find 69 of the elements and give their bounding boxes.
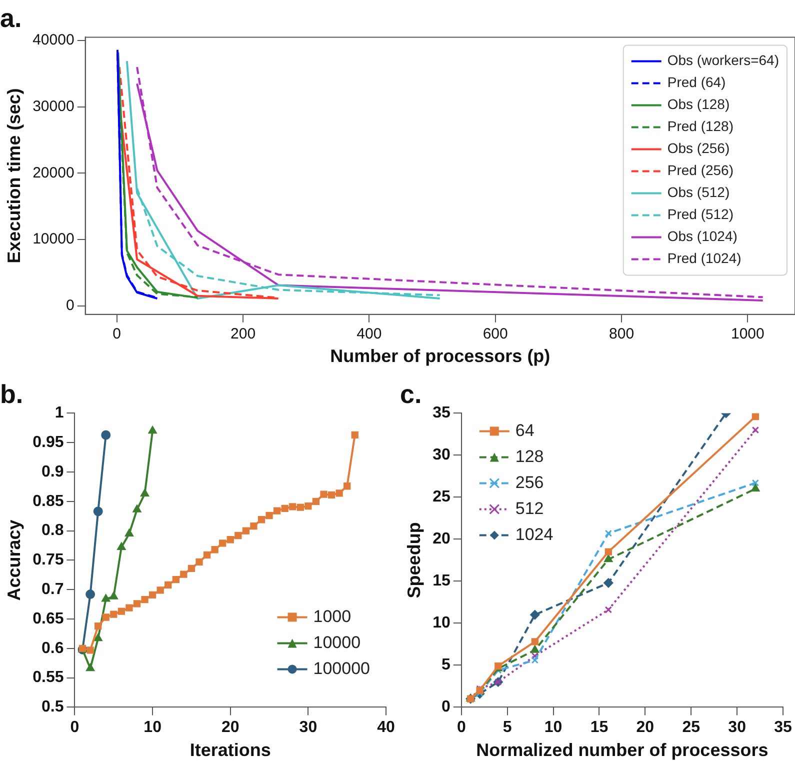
y-tick-label: 30 bbox=[432, 446, 450, 464]
chart-title: b. bbox=[0, 378, 24, 409]
y-tick-label: 0.95 bbox=[32, 434, 64, 452]
legend-label: Obs (128) bbox=[667, 96, 730, 112]
x-tick-label: 35 bbox=[774, 719, 792, 736]
legend-label: 100000 bbox=[313, 658, 370, 678]
x-tick-label: 5 bbox=[502, 719, 512, 736]
y-tick-label: 0.9 bbox=[41, 463, 64, 480]
legend-label: Pred (64) bbox=[667, 74, 726, 90]
x-tick-label: 20 bbox=[636, 719, 654, 736]
x-tick-label: 30 bbox=[728, 719, 746, 736]
legend-label: Obs (256) bbox=[667, 140, 730, 156]
y-tick-label: 30000 bbox=[32, 98, 74, 115]
y-tick-label: 40000 bbox=[32, 32, 74, 49]
legend-label: Obs (1024) bbox=[667, 228, 738, 244]
y-tick-label: 0.5 bbox=[41, 698, 64, 716]
legend-label: Pred (1024) bbox=[667, 250, 742, 266]
y-tick-label: 0 bbox=[441, 698, 450, 716]
x-tick-label: 25 bbox=[682, 719, 700, 736]
legend-label: Obs (workers=64) bbox=[667, 52, 780, 68]
x-tick-label: 0 bbox=[456, 719, 466, 736]
legend-label: Pred (256) bbox=[667, 162, 734, 178]
y-tick-label: 0.7 bbox=[41, 581, 64, 598]
legend-label: Pred (512) bbox=[667, 206, 734, 222]
x-axis-title: Iterations bbox=[190, 740, 271, 760]
y-tick-label: 0 bbox=[66, 296, 74, 314]
y-tick-label: 35 bbox=[432, 404, 450, 422]
y-tick-label: 20 bbox=[432, 530, 450, 548]
x-tick-label: 10 bbox=[144, 719, 162, 736]
y-tick-label: 15 bbox=[432, 572, 450, 590]
legend-label: 1000 bbox=[313, 606, 352, 626]
legend-label: 1024 bbox=[515, 524, 554, 544]
y-tick-label: 5 bbox=[441, 656, 450, 674]
chart-title: a. bbox=[0, 2, 22, 33]
y-tick-label: 20000 bbox=[32, 164, 74, 182]
y-tick-label: 0.6 bbox=[41, 640, 64, 657]
legend-label: 128 bbox=[515, 446, 544, 466]
x-tick-label: 600 bbox=[482, 326, 508, 343]
y-tick-label: 0.55 bbox=[32, 669, 64, 686]
x-tick-label: 0 bbox=[112, 326, 122, 343]
legend-label: 512 bbox=[515, 498, 544, 518]
x-axis-title: Normalized number of processors bbox=[476, 740, 768, 760]
y-tick-label: 10 bbox=[432, 614, 450, 632]
x-tick-label: 15 bbox=[590, 719, 608, 736]
y-tick-label: 25 bbox=[432, 488, 450, 506]
legend-label: 64 bbox=[515, 420, 534, 440]
y-axis-title: Accuracy bbox=[4, 520, 24, 601]
x-tick-label: 200 bbox=[230, 326, 256, 343]
y-tick-label: 0.75 bbox=[32, 552, 64, 569]
x-tick-label: 400 bbox=[356, 326, 382, 343]
x-tick-label: 1000 bbox=[731, 326, 764, 343]
legend-label: 10000 bbox=[313, 632, 361, 652]
legend-label: Obs (512) bbox=[667, 184, 730, 200]
y-axis-title: Execution time (sec) bbox=[4, 88, 24, 264]
x-tick-label: 20 bbox=[221, 719, 240, 736]
y-axis-title: Speedup bbox=[404, 522, 424, 598]
x-tick-label: 30 bbox=[299, 719, 318, 736]
chart-title: c. bbox=[400, 378, 422, 409]
y-tick-label: 0.65 bbox=[32, 610, 64, 628]
y-tick-label: 10000 bbox=[32, 230, 74, 248]
y-tick-label: 0.8 bbox=[41, 522, 64, 540]
y-tick-label: 0.85 bbox=[32, 492, 64, 510]
legend-label: 256 bbox=[515, 472, 544, 492]
x-axis-title: Number of processors (p) bbox=[330, 346, 550, 366]
y-tick-label: 1 bbox=[54, 404, 64, 422]
x-tick-label: 40 bbox=[377, 719, 395, 736]
legend-label: Pred (128) bbox=[667, 118, 734, 134]
x-tick-label: 10 bbox=[544, 719, 562, 736]
x-tick-label: 800 bbox=[609, 326, 634, 343]
